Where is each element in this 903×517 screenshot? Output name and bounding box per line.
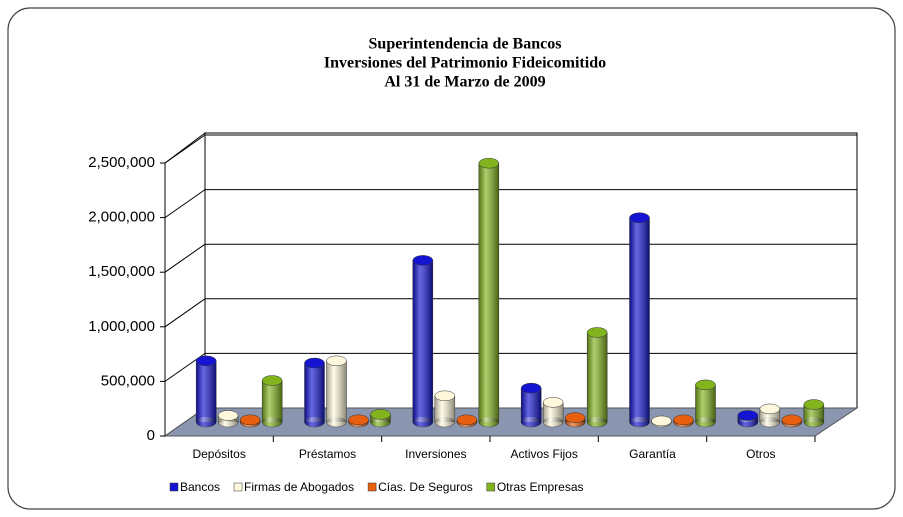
bar-shade — [587, 332, 608, 422]
bar-bottom-shade — [370, 417, 391, 427]
chart-title: Superintendencia de Bancos — [369, 36, 562, 53]
bar-top — [673, 414, 694, 426]
y-tick-label: 500,000 — [101, 372, 155, 389]
bar-outline — [759, 408, 781, 422]
legend-swatch — [367, 482, 377, 492]
bar-bottom-shade — [803, 417, 824, 427]
chart-title: Al 31 de Marzo de 2009 — [384, 74, 545, 91]
x-tick-label: Inversiones — [405, 447, 466, 461]
bar-shade — [304, 363, 325, 422]
bar-shade — [412, 260, 433, 422]
bar-top — [759, 403, 781, 415]
bar-bottom-shade — [412, 417, 433, 427]
bar-bottom-shade — [759, 417, 780, 427]
bar-top — [651, 415, 672, 427]
x-tick-label: Depósitos — [192, 447, 245, 461]
x-tick-label: Préstamos — [299, 447, 356, 461]
legend-label: Cías. De Seguros — [378, 480, 473, 494]
back-wall — [204, 132, 858, 409]
y-tick-label: 2,000,000 — [88, 209, 155, 226]
bar-top — [629, 212, 650, 224]
bar-shade — [695, 384, 716, 422]
bar-top — [326, 355, 347, 367]
bar-top — [239, 414, 261, 426]
bar-outline — [326, 360, 347, 422]
bar-top — [737, 410, 759, 421]
bar-top — [586, 327, 608, 338]
legend-swatch — [486, 482, 496, 492]
bar-top — [370, 409, 391, 420]
bar-outline — [542, 402, 564, 422]
bar-top — [217, 410, 239, 421]
bar-bottom-shade — [521, 417, 542, 427]
y-tick-label: 1,000,000 — [88, 318, 155, 335]
y-tick-label: 0 — [147, 427, 155, 444]
legend-swatch — [233, 482, 243, 492]
bar-bottom-shade — [326, 417, 347, 427]
bar-shade — [326, 360, 347, 422]
legend-label: Firmas de Abogados — [244, 480, 354, 494]
bar-bottom-shade — [262, 417, 283, 427]
legend-label: Otras Empresas — [497, 480, 584, 494]
bar-bottom-shade — [434, 417, 455, 427]
bar-outline — [412, 260, 434, 422]
bar-outline — [434, 395, 456, 422]
bar-top — [478, 157, 500, 169]
chart-title: Inversiones del Patrimonio Fideicomitido — [324, 55, 606, 72]
bar-shade — [543, 402, 564, 422]
bar-top — [542, 397, 564, 408]
y-tick-label: 2,500,000 — [88, 154, 155, 171]
bar-bottom-shade — [304, 417, 325, 427]
bar-top — [304, 357, 325, 369]
bar-top — [348, 414, 369, 426]
x-tick-label: Activos Fijos — [510, 447, 577, 461]
y-tick-label: 1,500,000 — [88, 263, 155, 280]
bar-top — [520, 382, 542, 394]
bar-outline — [370, 414, 391, 422]
bar-outline — [629, 217, 650, 422]
bar-top — [412, 255, 434, 266]
bar-top — [695, 379, 716, 391]
bar-shade — [478, 163, 499, 423]
bar-bottom-shade — [587, 417, 608, 427]
grid-line — [164, 298, 206, 328]
legend-swatch — [169, 482, 179, 492]
bar-shade — [629, 217, 650, 422]
bar-outline — [803, 404, 825, 422]
bar-top — [434, 390, 456, 402]
bar-outline — [478, 163, 500, 422]
bar-outline — [261, 380, 283, 422]
bar-bottom-shade — [629, 417, 650, 427]
bar-top — [195, 355, 217, 367]
bar-bottom-shade — [478, 417, 499, 427]
bar-outline — [195, 360, 217, 422]
bar-outline — [304, 363, 325, 422]
bar-outline — [520, 388, 542, 422]
bar-shade — [434, 395, 455, 422]
bar-top — [803, 399, 825, 410]
bar-bottom-shade — [695, 417, 716, 427]
bar-bottom-shade — [543, 417, 564, 427]
bar-outline — [586, 332, 608, 422]
legend-label: Bancos — [180, 480, 220, 494]
grid-line — [164, 134, 206, 164]
x-tick-label: Otros — [746, 447, 775, 461]
grid-line — [164, 189, 206, 219]
x-tick-label: Garantía — [629, 447, 676, 461]
bar-top — [261, 375, 283, 386]
grid-line — [164, 243, 206, 273]
bar-top — [781, 414, 803, 426]
bar-top — [564, 412, 586, 423]
bar-top — [456, 414, 478, 426]
bar-shade — [521, 388, 542, 422]
bar-outline — [695, 384, 716, 422]
bar-shade — [196, 360, 217, 422]
bar-shade — [262, 380, 283, 422]
bar-bottom-shade — [196, 417, 217, 427]
